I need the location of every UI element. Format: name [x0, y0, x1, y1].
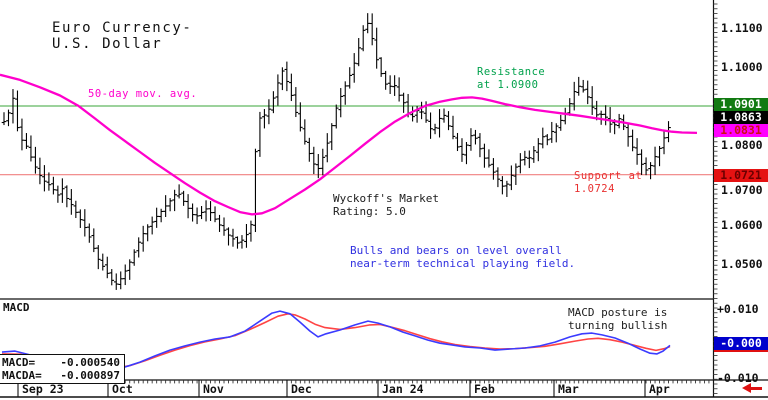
price-badge-1.0721: 1.0721 — [714, 169, 768, 182]
x-axis-month-label: Feb — [474, 382, 495, 396]
left-arrow-icon — [742, 383, 764, 393]
x-axis-month-label: Dec — [291, 382, 312, 396]
bulls-bears-annotation: Bulls and bears on level overall near-te… — [350, 244, 576, 270]
macd-zero-badge: -0.000 — [714, 337, 768, 350]
wyckoff-rating-annotation: Wyckoff's Market Rating: 5.0 — [333, 192, 439, 218]
moving-average-label: 50-day mov. avg. — [88, 88, 198, 100]
macda-badge-underline — [714, 350, 768, 352]
x-axis-month-label: Mar — [558, 382, 579, 396]
support-annotation: Support at 1.0724 — [574, 170, 643, 195]
x-axis-month-label: Oct — [112, 382, 133, 396]
chart-title: Euro Currency- U.S. Dollar — [52, 20, 193, 52]
resistance-annotation: Resistance at 1.0900 — [477, 66, 546, 91]
macda-legend-value: -0.000897 — [60, 369, 120, 382]
y-axis-price-label: 1.1000 — [721, 60, 763, 74]
macd-legend-box: MACD= -0.000540 MACDA= -0.000897 — [0, 354, 125, 384]
y-axis-price-label: 1.0600 — [721, 218, 763, 232]
macd-legend-value: -0.000540 — [60, 356, 120, 369]
macda-legend-row: MACDA= -0.000897 — [2, 369, 120, 382]
macd-panel-title: MACD — [3, 301, 30, 314]
macd-posture-annotation: MACD posture is turning bullish — [568, 306, 668, 332]
macd-legend-name: MACD= — [2, 356, 36, 369]
arrow-head — [742, 383, 751, 393]
macda-legend-name: MACDA= — [2, 369, 42, 382]
y-axis-price-label: 1.0700 — [721, 183, 763, 197]
x-axis-month-label: Sep 23 — [22, 382, 64, 396]
y-axis-price-label: 1.0500 — [721, 257, 763, 271]
price-badge-1.0863: 1.0863 — [714, 111, 768, 124]
y-axis-price-label: 1.0800 — [721, 138, 763, 152]
macd-axis-bottom-label: -0.010 — [717, 371, 759, 385]
price-badge-1.0831: 1.0831 — [714, 124, 768, 137]
x-axis-month-label: Jan 24 — [382, 382, 424, 396]
x-axis-month-label: Nov — [203, 382, 224, 396]
price-badge-1.0901: 1.0901 — [714, 98, 768, 111]
macd-axis-top-label: +0.010 — [717, 302, 759, 316]
y-axis-price-label: 1.1100 — [721, 21, 763, 35]
arrow-tail — [751, 386, 762, 390]
macd-legend-row: MACD= -0.000540 — [2, 356, 120, 369]
x-axis-month-label: Apr — [649, 382, 670, 396]
